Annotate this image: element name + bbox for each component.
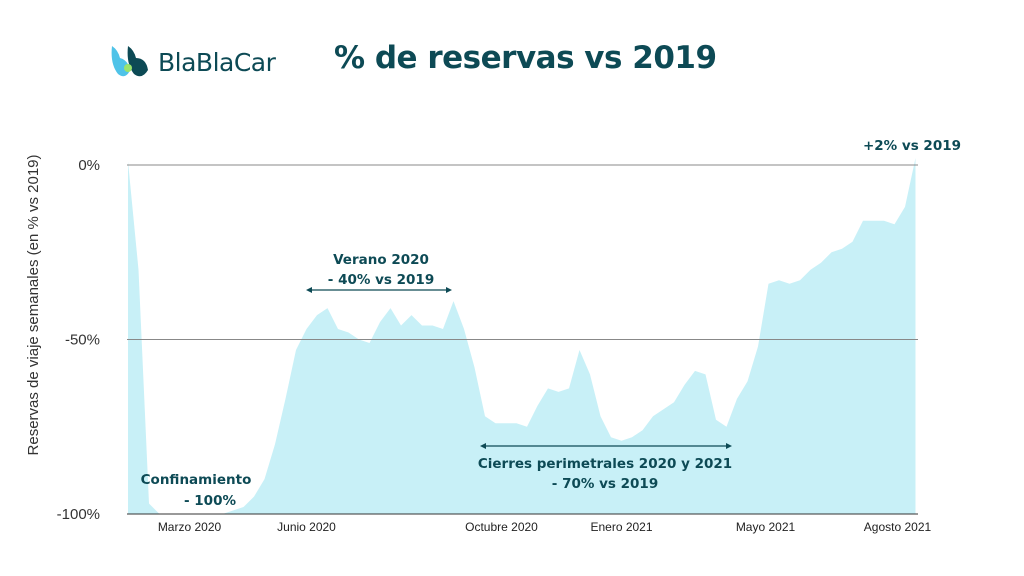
annotation-lockdown: Confinamiento - 100% xyxy=(141,472,252,509)
x-tick-label: Octubre 2020 xyxy=(465,520,538,534)
annotation-summer-value: - 40% vs 2019 xyxy=(328,272,434,288)
x-tick-label: Mayo 2021 xyxy=(736,520,796,534)
annotation-summer-title: Verano 2020 xyxy=(333,252,429,268)
x-tick-label: Agosto 2021 xyxy=(864,520,932,534)
y-tick-label: -50% xyxy=(65,332,100,349)
annotation-summer: Verano 2020 - 40% vs 2019 xyxy=(306,252,452,293)
annotation-closures-value: - 70% vs 2019 xyxy=(552,476,658,492)
x-tick-label: Enero 2021 xyxy=(590,520,652,534)
annotation-lockdown-title: Confinamiento xyxy=(141,472,252,488)
annotation-closures: Cierres perimetrales 2020 y 2021 - 70% v… xyxy=(478,443,732,492)
logo-text: BlaBlaCar xyxy=(158,47,276,77)
y-tick-label: 0% xyxy=(78,157,100,174)
x-tick-label: Marzo 2020 xyxy=(158,520,222,534)
area-series xyxy=(128,158,916,514)
y-tick-label: -100% xyxy=(57,506,100,523)
blablacar-logo: BlaBlaCar xyxy=(108,44,276,80)
annotation-latest: +2% vs 2019 xyxy=(863,138,961,154)
y-axis-label: Reservas de viaje semanales (en % vs 201… xyxy=(25,155,42,456)
blablacar-logo-icon xyxy=(111,46,148,77)
annotation-lockdown-value: - 100% xyxy=(184,493,236,509)
annotation-closures-title: Cierres perimetrales 2020 y 2021 xyxy=(478,456,732,472)
chart-title: % de reservas vs 2019 xyxy=(334,40,717,76)
x-tick-label: Junio 2020 xyxy=(277,520,336,534)
